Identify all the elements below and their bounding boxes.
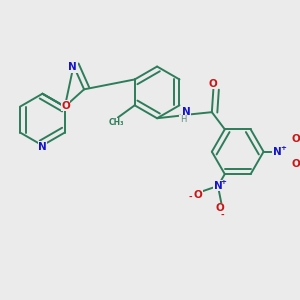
Text: N: N [182, 106, 190, 117]
Text: +: + [280, 145, 286, 151]
Text: O: O [194, 190, 202, 200]
Text: -: - [188, 193, 192, 202]
Text: -: - [299, 166, 300, 175]
Text: O: O [291, 160, 300, 170]
Text: -: - [299, 129, 300, 138]
Text: +: + [220, 179, 226, 185]
Text: O: O [215, 203, 224, 213]
Text: H: H [180, 115, 186, 124]
Text: N: N [38, 142, 47, 152]
Text: O: O [209, 79, 218, 89]
Text: -: - [220, 211, 224, 220]
Text: O: O [291, 134, 300, 144]
Text: O: O [61, 101, 70, 111]
Text: N: N [214, 181, 222, 191]
Text: CH₃: CH₃ [109, 118, 124, 127]
Text: N: N [273, 147, 282, 157]
Text: N: N [68, 62, 77, 72]
